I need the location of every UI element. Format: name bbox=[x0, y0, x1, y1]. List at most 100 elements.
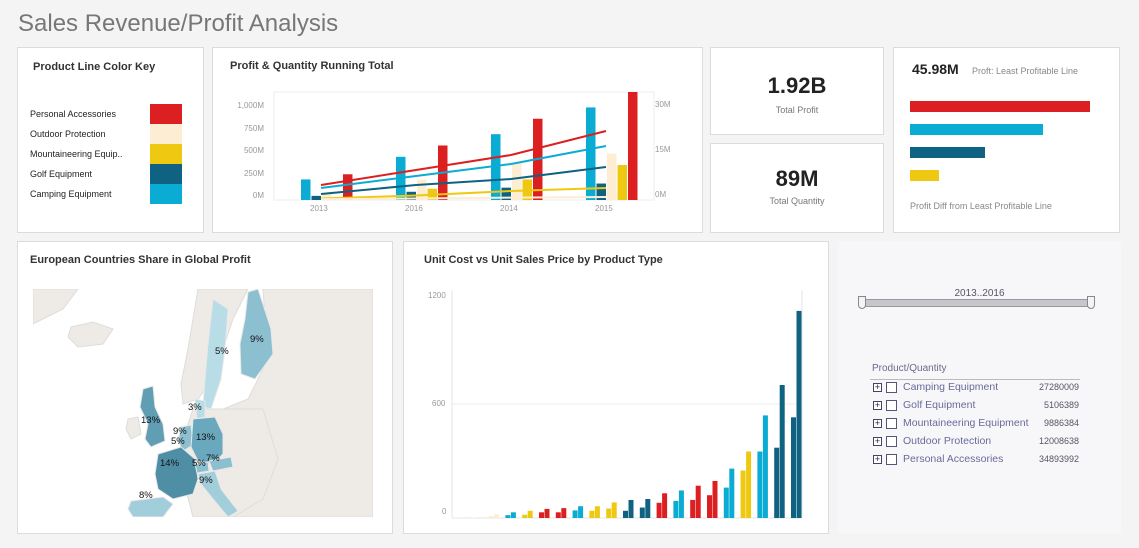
unit-price-bar[interactable] bbox=[494, 514, 500, 518]
unit-cost-bar[interactable] bbox=[723, 487, 729, 518]
running-total-bar[interactable] bbox=[417, 179, 427, 200]
row-checkbox[interactable] bbox=[886, 454, 897, 465]
tree-row[interactable]: + Camping Equipment 27280009 bbox=[873, 381, 1083, 395]
tree-row[interactable]: + Mountaineering Equipment 9886384 bbox=[873, 417, 1083, 431]
row-checkbox[interactable] bbox=[886, 382, 897, 393]
unit-price-bar[interactable] bbox=[578, 506, 584, 518]
quantity-line[interactable] bbox=[320, 196, 607, 201]
unit-price-bar[interactable] bbox=[561, 508, 567, 518]
unit-price-bar[interactable] bbox=[510, 512, 516, 518]
unit-price-bar[interactable] bbox=[762, 415, 768, 518]
tree-row[interactable]: + Outdoor Protection 12008638 bbox=[873, 435, 1083, 449]
unit-cost-bar[interactable] bbox=[555, 512, 561, 518]
expand-icon[interactable]: + bbox=[873, 436, 882, 446]
unit-cost-bar[interactable] bbox=[673, 500, 679, 518]
unit-cost-bar[interactable] bbox=[539, 512, 544, 518]
unit-cost-bar[interactable] bbox=[757, 451, 763, 519]
color-swatch bbox=[150, 124, 182, 144]
europe-map[interactable] bbox=[33, 289, 373, 517]
profit-diff-bar[interactable] bbox=[910, 147, 985, 158]
unit-cost-bar[interactable] bbox=[589, 510, 595, 518]
unit-price-bar[interactable] bbox=[712, 480, 718, 518]
unit-price-bar[interactable] bbox=[678, 490, 684, 518]
running-total-bar[interactable] bbox=[311, 195, 322, 200]
tree-row-label[interactable]: Mountaineering Equipment bbox=[903, 417, 1029, 429]
row-checkbox[interactable] bbox=[886, 418, 897, 429]
running-total-chart[interactable] bbox=[213, 48, 704, 234]
quantity-line[interactable] bbox=[320, 130, 607, 186]
unit-cost-bar[interactable] bbox=[774, 447, 780, 518]
map-share-label: 5% bbox=[192, 458, 206, 469]
running-total-bar[interactable] bbox=[501, 187, 512, 200]
profit-diff-panel: 45.98M Proft: Least Profitable Line Prof… bbox=[893, 47, 1120, 233]
unit-cost-bar[interactable] bbox=[606, 508, 612, 519]
expand-icon[interactable]: + bbox=[873, 400, 882, 410]
unit-price-bar[interactable] bbox=[796, 310, 802, 518]
unit-price-bar[interactable] bbox=[746, 451, 752, 519]
running-total-bar[interactable] bbox=[586, 107, 596, 200]
unit-cost-bar[interactable] bbox=[623, 510, 628, 518]
running-total-bar[interactable] bbox=[512, 162, 522, 200]
unit-cost-bar[interactable] bbox=[471, 517, 477, 518]
profit-diff-bar[interactable] bbox=[910, 101, 1090, 112]
unit-price-bar[interactable] bbox=[662, 493, 668, 518]
expand-icon[interactable]: + bbox=[873, 382, 882, 392]
expand-icon[interactable]: + bbox=[873, 418, 882, 428]
profit-diff-bar[interactable] bbox=[910, 170, 939, 181]
unit-cost-bar[interactable] bbox=[639, 507, 645, 518]
page-title: Sales Revenue/Profit Analysis bbox=[18, 10, 339, 37]
year-range-slider[interactable] bbox=[862, 299, 1092, 307]
unit-cost-bar[interactable] bbox=[740, 470, 746, 519]
unit-cost-bar[interactable] bbox=[690, 499, 696, 518]
running-total-bar[interactable] bbox=[343, 174, 353, 200]
color-key-label: Golf Equipment bbox=[30, 169, 93, 179]
tree-row-label[interactable]: Outdoor Protection bbox=[903, 435, 992, 447]
x-axis-label: 2015 bbox=[595, 204, 613, 213]
slider-handle-right[interactable] bbox=[1087, 296, 1095, 309]
slider-handle-left[interactable] bbox=[858, 296, 866, 309]
running-total-bar[interactable] bbox=[607, 153, 617, 200]
unit-cost-bar[interactable] bbox=[707, 495, 712, 518]
tree-row-value: 34893992 bbox=[1038, 454, 1079, 464]
unit-cost-bar[interactable] bbox=[488, 516, 494, 518]
quantity-line[interactable] bbox=[320, 166, 607, 195]
profit-diff-bar[interactable] bbox=[910, 124, 1043, 135]
unit-price-bar[interactable] bbox=[544, 508, 550, 518]
unit-price-bar[interactable] bbox=[477, 517, 483, 518]
unit-cost-chart[interactable] bbox=[404, 242, 830, 535]
row-checkbox[interactable] bbox=[886, 400, 897, 411]
unit-cost-bar[interactable] bbox=[572, 510, 578, 518]
row-checkbox[interactable] bbox=[886, 436, 897, 447]
unit-price-bar[interactable] bbox=[695, 485, 701, 518]
running-total-bar[interactable] bbox=[628, 92, 638, 200]
expand-icon[interactable]: + bbox=[873, 454, 882, 464]
color-key-title: Product Line Color Key bbox=[33, 61, 156, 73]
unit-price-bar[interactable] bbox=[729, 468, 735, 518]
unit-cost-bar[interactable] bbox=[505, 515, 511, 518]
unit-cost-bar[interactable] bbox=[791, 417, 796, 518]
unit-price-bar[interactable] bbox=[779, 385, 785, 518]
quantity-line[interactable] bbox=[320, 145, 607, 189]
unit-cost-bar[interactable] bbox=[522, 514, 528, 518]
tree-row[interactable]: + Golf Equipment 5106389 bbox=[873, 399, 1083, 413]
unit-price-bar[interactable] bbox=[628, 499, 634, 518]
color-key-label: Personal Accessories bbox=[30, 109, 117, 119]
unit-price-bar[interactable] bbox=[645, 499, 651, 518]
unit-price-bar[interactable] bbox=[527, 510, 533, 518]
unit-cost-bar[interactable] bbox=[656, 502, 662, 518]
unit-price-bar[interactable] bbox=[460, 517, 466, 518]
right-axis-tick: 15M bbox=[655, 145, 671, 154]
running-total-bar[interactable] bbox=[491, 134, 501, 200]
running-total-bar[interactable] bbox=[301, 179, 311, 200]
unit-price-bar[interactable] bbox=[594, 506, 600, 518]
running-total-bar[interactable] bbox=[322, 193, 332, 200]
map-share-label: 14% bbox=[160, 458, 180, 469]
tree-row-label[interactable]: Camping Equipment bbox=[903, 381, 999, 393]
quantity-line[interactable] bbox=[320, 187, 607, 200]
tree-row-label[interactable]: Golf Equipment bbox=[903, 399, 976, 411]
tree-row-label[interactable]: Personal Accessories bbox=[903, 453, 1004, 465]
tree-row[interactable]: + Personal Accessories 34893992 bbox=[873, 453, 1083, 467]
unit-price-bar[interactable] bbox=[611, 502, 617, 518]
running-total-bar[interactable] bbox=[617, 165, 628, 200]
running-total-bar[interactable] bbox=[596, 183, 607, 200]
